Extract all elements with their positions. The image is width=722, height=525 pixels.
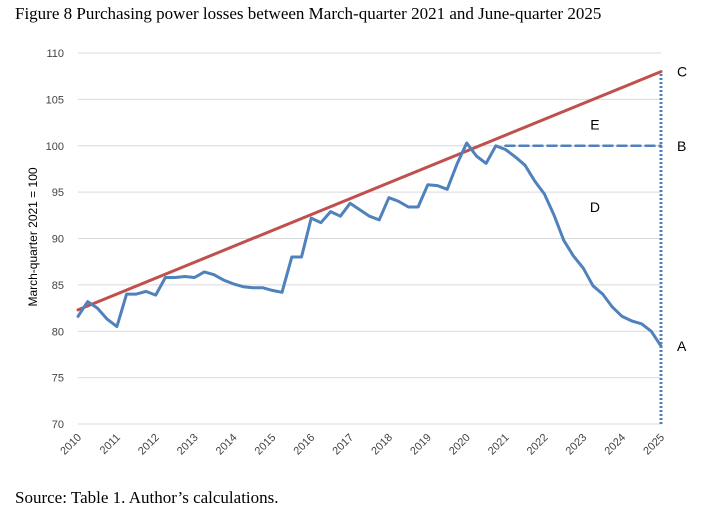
annotation-label: B bbox=[677, 138, 686, 154]
y-tick-label: 100 bbox=[46, 141, 64, 153]
annotations-group: C B A E D bbox=[590, 64, 687, 355]
x-tick-label: 2020 bbox=[447, 432, 473, 458]
x-tick-label: 2017 bbox=[330, 432, 356, 458]
x-tick-label: 2021 bbox=[486, 432, 512, 458]
y-tick-label: 90 bbox=[52, 234, 64, 246]
x-tick-label: 2025 bbox=[641, 432, 667, 458]
annotation-label: C bbox=[677, 64, 687, 80]
x-tick-label: 2019 bbox=[408, 432, 434, 458]
annotation-label: E bbox=[590, 116, 599, 132]
x-tick-label: 2022 bbox=[525, 432, 551, 458]
x-tick-label: 2014 bbox=[214, 432, 240, 458]
y-tick-label: 70 bbox=[52, 419, 64, 431]
x-tick-label: 2011 bbox=[98, 432, 123, 457]
x-tick-label: 2015 bbox=[253, 432, 279, 458]
source-note: Source: Table 1. Author’s calculations. bbox=[15, 488, 279, 507]
y-axis-label: March-quarter 2021 = 100 bbox=[26, 167, 40, 306]
series-line-1 bbox=[76, 141, 663, 348]
annotation-label: D bbox=[590, 199, 600, 215]
y-tick-label: 75 bbox=[52, 373, 64, 385]
y-tick-label: 85 bbox=[52, 280, 64, 292]
y-axis-ticks: 70 75 80 85 90 95 100 105 110 bbox=[46, 48, 64, 431]
y-tick-label: 110 bbox=[46, 48, 64, 60]
figure-title: Figure 8 Purchasing power losses between… bbox=[15, 4, 602, 23]
y-tick-label: 105 bbox=[46, 94, 64, 106]
x-tick-label: 2018 bbox=[369, 432, 395, 458]
x-axis-ticks: 2010 2011 2012 2013 2014 2015 2016 2017 2018 2019… bbox=[58, 432, 667, 458]
series-line-2 bbox=[76, 70, 663, 312]
annotation-label: A bbox=[677, 338, 687, 354]
series-group bbox=[76, 70, 663, 424]
y-tick-label: 80 bbox=[52, 326, 64, 338]
x-tick-label: 2013 bbox=[175, 432, 201, 458]
x-tick-label: 2010 bbox=[58, 432, 84, 458]
x-tick-label: 2023 bbox=[564, 432, 590, 458]
x-tick-label: 2016 bbox=[292, 432, 318, 458]
x-tick-label: 2012 bbox=[136, 432, 162, 458]
x-tick-label: 2024 bbox=[602, 432, 628, 458]
y-tick-label: 95 bbox=[52, 187, 64, 199]
